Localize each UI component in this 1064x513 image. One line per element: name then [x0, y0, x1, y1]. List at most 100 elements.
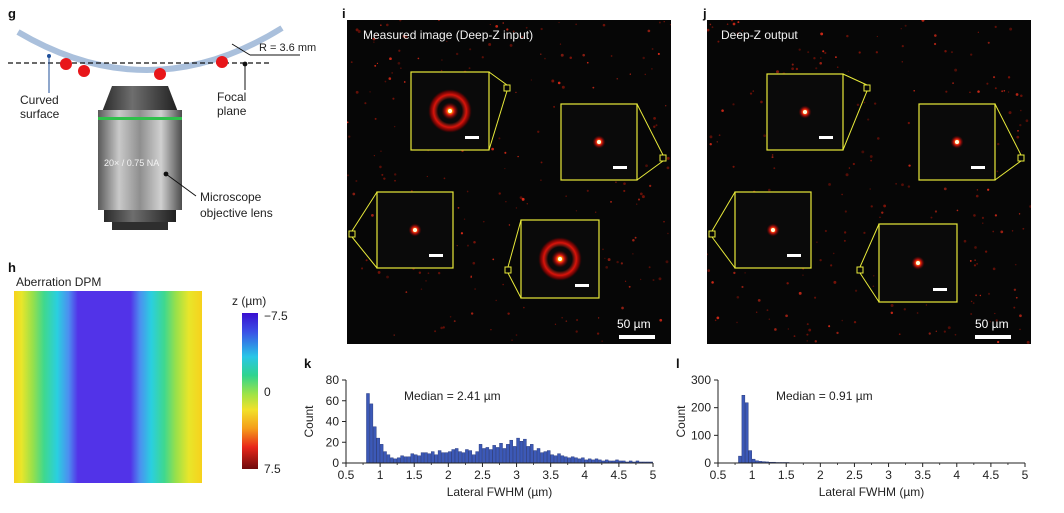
curved-surface-shape [16, 25, 284, 73]
histogram-bar [410, 453, 415, 464]
histogram-bar [495, 447, 500, 464]
histogram-bar [516, 437, 520, 464]
measured-image: Measured image (Deep-Z input) 50 µm [347, 20, 671, 344]
histogram-bar [475, 451, 479, 464]
objective-dot [163, 171, 169, 177]
y-tick-label: 80 [326, 373, 340, 387]
histogram-bar [560, 455, 565, 464]
histogram-bar [519, 441, 524, 464]
curved-surface-dot [47, 54, 51, 58]
colorbar-tick-bottom: 7.5 [264, 462, 281, 476]
objective-marking: 20× / 0.75 NA [104, 158, 160, 168]
histogram-bar [441, 452, 445, 464]
x-axis-label: Lateral FWHM (µm) [819, 485, 925, 499]
dpm-title: Aberration DPM [16, 275, 102, 289]
median-annotation: Median = 2.41 µm [404, 389, 501, 403]
histogram-bar [478, 444, 483, 464]
histogram-bar [454, 448, 459, 464]
histogram-bar [738, 455, 742, 464]
histogram-bar [485, 447, 490, 464]
histogram-bar [427, 453, 432, 464]
x-tick-label: 3.5 [914, 468, 931, 482]
histogram-bar [529, 444, 534, 464]
colorbar [242, 313, 258, 469]
objective-base [112, 222, 168, 230]
histogram-bar [379, 444, 384, 464]
histogram-k: 0.5 1 1.5 2 2.5 3 3.5 4 4.5 5 0 20 40 60 80 Lateral FWH… [302, 356, 657, 499]
x-tick-label: 4 [953, 468, 960, 482]
panel-letter-k: k [304, 356, 312, 371]
histogram-bar [745, 402, 749, 464]
bead [60, 58, 72, 70]
histogram-bar [523, 438, 527, 464]
measured-image-title: Measured image (Deep-Z input) [363, 28, 534, 42]
histogram-bar [553, 455, 558, 464]
histogram-bar [587, 458, 592, 464]
deepz-output-image: Deep-Z output 50 µm [707, 20, 1031, 344]
x-axis-label: Lateral FWHM (µm) [447, 485, 553, 499]
histogram-bar [509, 439, 513, 464]
histogram-bar [741, 395, 746, 464]
median-annotation: Median = 0.91 µm [776, 389, 873, 403]
bead-field [347, 20, 671, 342]
histogram-bar [390, 457, 394, 464]
x-tick-label: 1.5 [406, 468, 423, 482]
x-tick-label: 3 [513, 468, 520, 482]
histogram-bar [581, 457, 585, 464]
histogram-bar [482, 448, 486, 464]
histogram-bar [383, 451, 387, 464]
histogram-l: 0.5 1 1.5 2 2.5 3 3.5 4 4.5 5 0 100 200 300 Lateral FW… [674, 356, 1029, 499]
x-tick-label: 4.5 [983, 468, 1000, 482]
histogram-bar [417, 455, 421, 464]
histogram-bar [424, 452, 428, 464]
panel-letter-l: l [676, 356, 680, 371]
objective-label-1: Microscope [200, 190, 262, 204]
histogram-bar [431, 451, 435, 464]
histogram-bar [748, 450, 752, 464]
histogram-bar [489, 449, 493, 464]
histogram-bar [396, 457, 401, 464]
histogram-bar [533, 450, 537, 464]
objective-shoulder [98, 110, 182, 122]
x-tick-label: 0.5 [338, 468, 355, 482]
colorbar-unit: z (µm) [232, 294, 267, 308]
histogram-bar [461, 452, 466, 464]
histogram-bar [465, 449, 469, 464]
histogram-bar [448, 451, 452, 464]
objective-barrel [98, 122, 182, 210]
objective-label-2: objective lens [200, 206, 273, 220]
histogram-bar [444, 452, 449, 464]
objective-leader [165, 173, 197, 197]
y-tick-label: 60 [326, 394, 340, 408]
histogram-bar [407, 456, 411, 464]
focal-plane-label-1: Focal [217, 90, 247, 104]
histogram-bar [376, 437, 380, 464]
x-tick-label: 3 [885, 468, 892, 482]
y-axis-label: Count [302, 405, 316, 438]
bead [78, 65, 90, 77]
y-tick-label: 20 [326, 435, 340, 449]
x-tick-label: 4.5 [611, 468, 628, 482]
x-tick-label: 4 [581, 468, 588, 482]
objective-illustration [8, 25, 300, 230]
objective-tip [102, 86, 178, 112]
x-tick-label: 2.5 [846, 468, 863, 482]
histogram-bar [502, 448, 507, 464]
histogram-bar [526, 446, 531, 464]
bead-field [707, 20, 1031, 344]
x-tick-label: 3.5 [542, 468, 559, 482]
histogram-bar [451, 449, 455, 464]
histogram-bar [434, 454, 438, 464]
bead [154, 68, 166, 80]
y-tick-label: 40 [326, 415, 340, 429]
histogram-bar [594, 458, 599, 464]
y-tick-label: 300 [691, 373, 711, 387]
x-tick-label: 1.5 [778, 468, 795, 482]
histogram-bar [499, 443, 503, 464]
objective-thread [104, 210, 176, 222]
panel-letter-j: j [703, 6, 707, 21]
x-tick-label: 5 [1022, 468, 1029, 482]
histogram-bar [414, 454, 418, 464]
x-tick-label: 2 [817, 468, 824, 482]
histogram-bar [393, 458, 397, 464]
